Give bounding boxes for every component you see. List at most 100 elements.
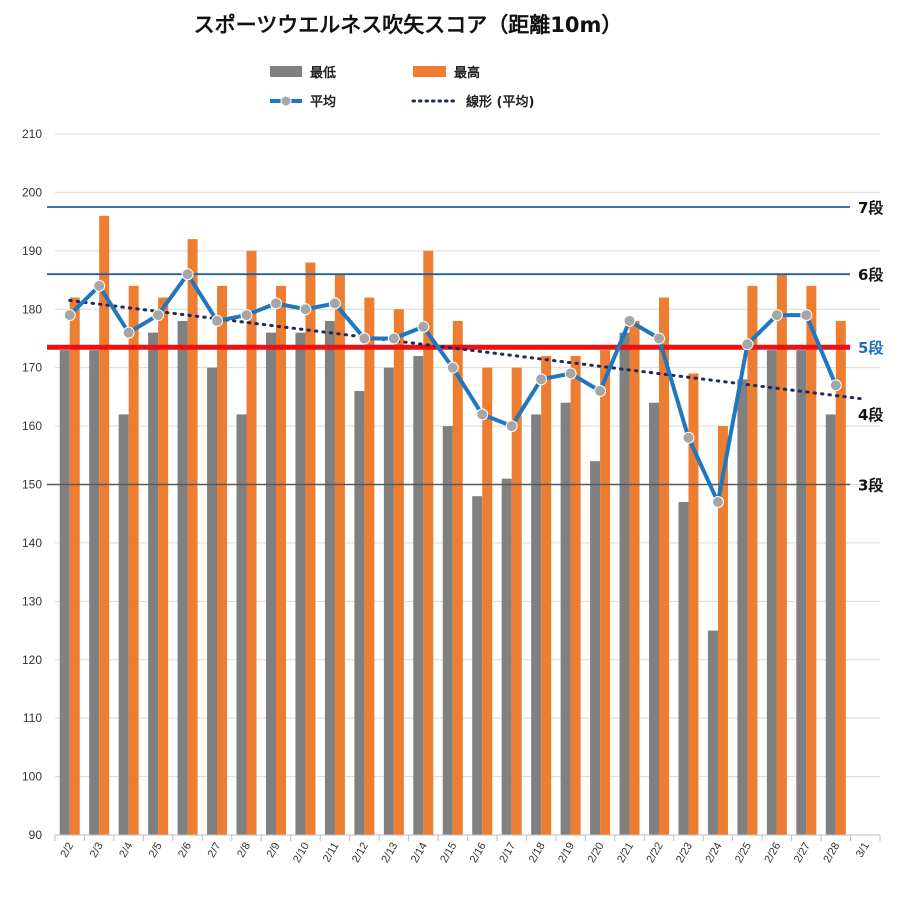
bar-max-2/23 bbox=[688, 373, 699, 835]
x-tick-label: 2/22 bbox=[645, 841, 666, 866]
average-point-2/14 bbox=[417, 320, 430, 333]
y-tick-label: 110 bbox=[23, 711, 42, 725]
y-tick-label: 120 bbox=[22, 653, 42, 667]
chart-title: スポーツウエルネス吹矢スコア（距離10m） bbox=[194, 13, 623, 37]
bar-min-2/25 bbox=[737, 379, 748, 835]
bar-min-2/19 bbox=[560, 402, 571, 835]
x-tick-label: 2/8 bbox=[235, 841, 253, 860]
bar-min-2/14 bbox=[413, 355, 424, 835]
bar-max-2/26 bbox=[776, 274, 787, 835]
average-point-2/13 bbox=[387, 332, 400, 345]
bar-max-2/17 bbox=[511, 367, 522, 835]
legend-swatch-max bbox=[413, 66, 446, 77]
x-tick-label: 3/1 bbox=[854, 841, 872, 860]
bar-min-2/22 bbox=[649, 402, 660, 835]
bar-min-2/20 bbox=[590, 461, 601, 835]
x-tick-label: 2/15 bbox=[438, 841, 459, 866]
average-point-2/4 bbox=[122, 326, 135, 339]
bar-max-2/11 bbox=[334, 274, 345, 835]
x-tick-label: 2/6 bbox=[176, 841, 194, 860]
legend-marker-avg bbox=[280, 95, 292, 107]
bar-max-2/4 bbox=[128, 285, 139, 836]
bar-max-2/12 bbox=[364, 297, 375, 836]
bar-max-2/24 bbox=[717, 426, 728, 835]
rank-label: 7段 bbox=[858, 199, 883, 217]
bar-min-2/9 bbox=[265, 332, 276, 835]
bar-min-2/11 bbox=[324, 320, 335, 835]
bar-max-2/10 bbox=[305, 262, 316, 835]
bar-max-2/7 bbox=[217, 285, 228, 836]
rank-label: 4段 bbox=[858, 406, 883, 424]
bar-max-2/28 bbox=[835, 320, 846, 835]
average-point-2/3 bbox=[93, 279, 106, 292]
x-tick-label: 2/11 bbox=[321, 841, 342, 865]
bar-max-2/14 bbox=[423, 250, 434, 836]
bar-max-2/27 bbox=[806, 285, 817, 836]
bar-min-2/23 bbox=[678, 502, 689, 835]
legend-label-max: 最高 bbox=[454, 65, 480, 81]
x-tick-label: 2/4 bbox=[117, 841, 135, 860]
average-point-2/6 bbox=[181, 268, 194, 281]
x-tick-label: 2/10 bbox=[291, 841, 312, 866]
legend-label-trend: 線形 (平均) bbox=[466, 94, 534, 110]
y-tick-label: 160 bbox=[22, 419, 42, 433]
x-tick-label: 2/16 bbox=[468, 841, 489, 866]
bar-max-2/22 bbox=[659, 297, 670, 836]
bar-max-2/8 bbox=[246, 250, 257, 836]
average-point-2/26 bbox=[770, 309, 783, 322]
average-point-2/24 bbox=[711, 496, 724, 509]
average-point-2/19 bbox=[564, 367, 577, 380]
bar-min-2/3 bbox=[89, 350, 100, 835]
x-tick-label: 2/28 bbox=[821, 841, 842, 866]
legend-swatch-min bbox=[270, 66, 302, 77]
x-tick-label: 2/9 bbox=[265, 841, 283, 860]
bar-min-2/7 bbox=[207, 367, 218, 835]
x-tick-label: 2/3 bbox=[88, 841, 106, 860]
x-tick-label: 2/5 bbox=[147, 841, 165, 860]
average-point-2/28 bbox=[829, 379, 842, 392]
x-tick-label: 2/24 bbox=[703, 841, 724, 866]
average-point-2/11 bbox=[328, 297, 341, 310]
legend-label-min: 最低 bbox=[310, 65, 336, 81]
bar-min-2/6 bbox=[177, 320, 188, 835]
average-point-2/15 bbox=[446, 361, 459, 374]
average-point-2/20 bbox=[594, 385, 607, 398]
trendline-average bbox=[68, 298, 867, 401]
x-axis: 2/2 2/3 2/4 2/5 2/6 2/7 2/8 2/9 2/10 2/11 2/12 2/13… bbox=[54, 834, 881, 866]
average-point-2/5 bbox=[152, 309, 165, 322]
bar-min-2/12 bbox=[354, 391, 365, 835]
x-tick-label: 2/19 bbox=[556, 841, 577, 866]
y-tick-label: 130 bbox=[22, 594, 42, 608]
rank-label: 3段 bbox=[858, 477, 883, 495]
y-tick-label: 190 bbox=[22, 244, 42, 258]
x-tick-label: 2/25 bbox=[733, 841, 754, 866]
bar-max-2/20 bbox=[600, 350, 611, 835]
average-point-2/10 bbox=[299, 303, 312, 316]
legend-label-avg: 平均 bbox=[310, 94, 336, 110]
bar-min-2/16 bbox=[472, 496, 483, 835]
average-line bbox=[63, 268, 842, 509]
x-tick-label: 2/21 bbox=[615, 841, 636, 866]
x-tick-label: 2/14 bbox=[409, 841, 430, 866]
average-point-2/2 bbox=[63, 309, 76, 322]
bar-max-2/13 bbox=[393, 309, 404, 835]
x-tick-label: 2/13 bbox=[379, 841, 400, 866]
x-tick-label: 2/27 bbox=[792, 841, 813, 866]
y-tick-label: 90 bbox=[29, 828, 43, 842]
bar-min-2/4 bbox=[118, 414, 129, 835]
bar-min-2/13 bbox=[383, 367, 394, 835]
x-tick-label: 2/2 bbox=[58, 841, 76, 860]
bar-max-2/9 bbox=[275, 285, 286, 836]
average-point-2/22 bbox=[653, 332, 666, 345]
bar-max-2/19 bbox=[570, 355, 581, 835]
trendline bbox=[68, 298, 867, 401]
bar-min-2/15 bbox=[442, 426, 453, 835]
x-tick-label: 2/17 bbox=[497, 841, 518, 866]
y-tick-label: 140 bbox=[22, 536, 42, 550]
bars bbox=[59, 215, 846, 836]
bar-min-2/5 bbox=[148, 332, 159, 835]
bar-min-2/2 bbox=[59, 350, 70, 835]
bar-max-2/5 bbox=[158, 297, 169, 836]
average-point-2/27 bbox=[800, 309, 813, 322]
